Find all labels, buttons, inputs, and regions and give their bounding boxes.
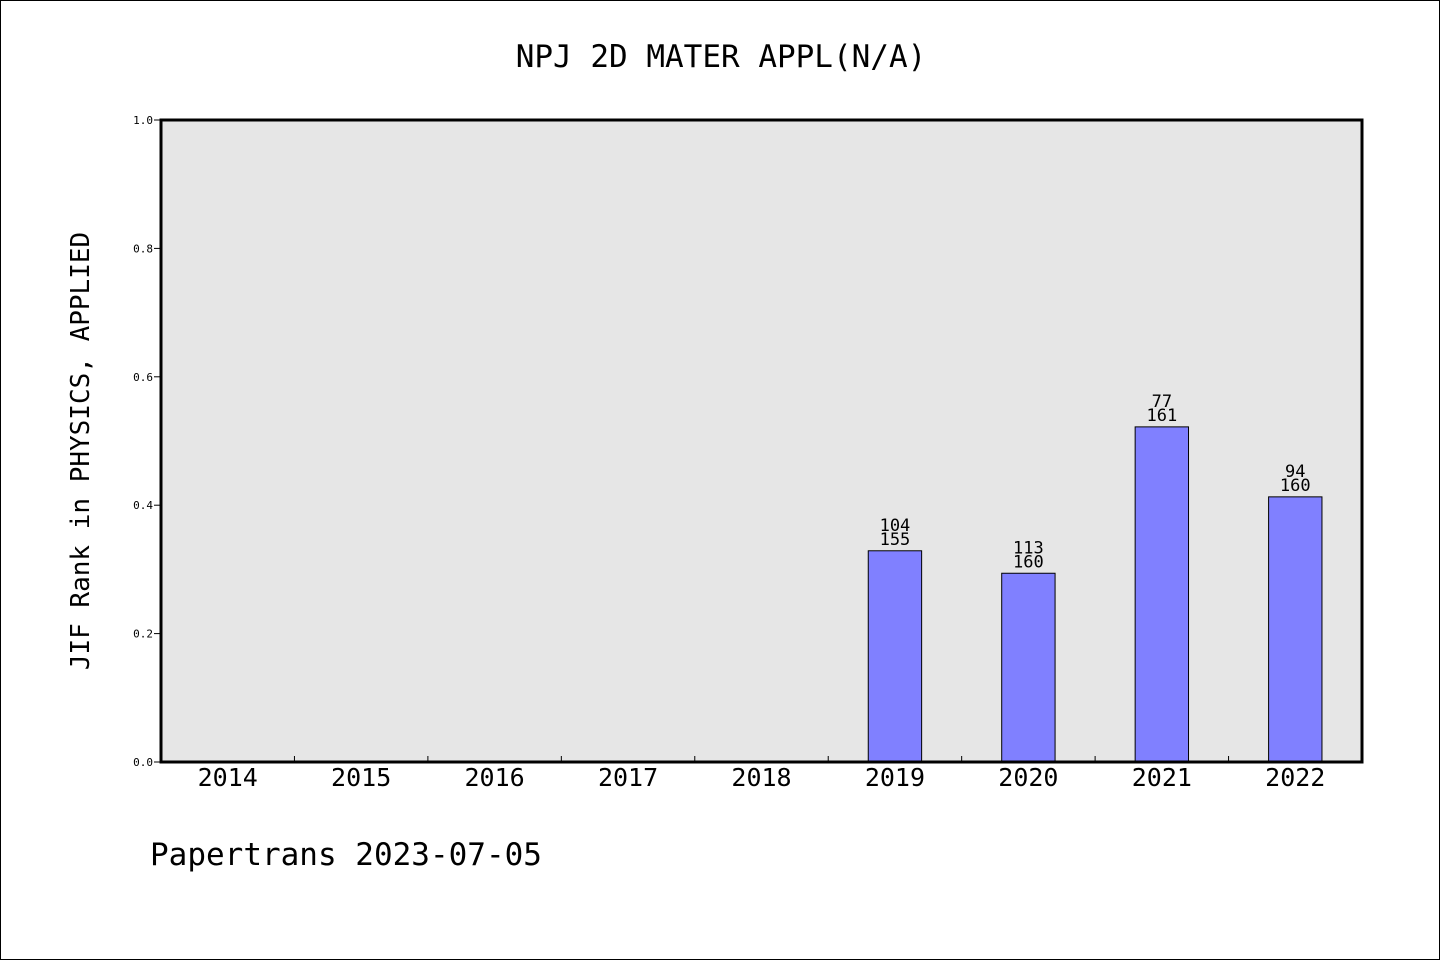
y-axis-label: JIF Rank in PHYSICS, APPLIED xyxy=(66,232,96,670)
bar-total-label: 160 xyxy=(1280,476,1311,496)
y-tick-label: 0.8 xyxy=(133,242,153,255)
x-tick-label: 2018 xyxy=(731,763,791,792)
bar-2019 xyxy=(867,550,923,763)
x-tick-label: 2017 xyxy=(598,763,658,792)
x-tick-label: 2022 xyxy=(1265,763,1325,792)
footer-text: Papertrans 2023-07-05 xyxy=(150,837,542,873)
y-tick-label: 0.6 xyxy=(133,371,153,384)
plot-border xyxy=(159,118,1364,764)
bar-rank-label: 104 xyxy=(880,516,911,536)
x-tick-label: 2014 xyxy=(198,763,258,792)
x-tick-label: 2021 xyxy=(1132,763,1192,792)
bar-2022 xyxy=(1268,496,1323,763)
bar-total-label: 161 xyxy=(1146,406,1177,426)
bar-2021 xyxy=(1134,426,1190,763)
bar-total-label: 160 xyxy=(1013,552,1044,572)
bar-rank-label: 113 xyxy=(1013,538,1044,558)
bar-rank-label: 94 xyxy=(1285,462,1305,482)
y-axis-ticks: 0.0 0.2 0.4 0.6 0.8 1.0 xyxy=(133,114,161,769)
x-tick-label: 2020 xyxy=(998,763,1058,792)
bar-total-label: 155 xyxy=(880,530,911,550)
x-tick-label: 2019 xyxy=(865,763,925,792)
y-tick-label: 0.0 xyxy=(133,756,153,769)
y-tick-label: 0.4 xyxy=(133,499,153,512)
chart-title: NPJ 2D MATER APPL(N/A) xyxy=(516,39,927,75)
x-tick-label: 2016 xyxy=(465,763,525,792)
x-tick-label: 2015 xyxy=(331,763,391,792)
y-tick-label: 1.0 xyxy=(133,114,153,127)
bar-2020 xyxy=(1001,572,1056,763)
bar-rank-label: 77 xyxy=(1152,392,1172,412)
x-axis-ticks: 2014 2015 2016 2017 2018 2019 2020 2021 2022 xyxy=(198,756,1325,792)
y-tick-label: 0.2 xyxy=(133,628,153,641)
